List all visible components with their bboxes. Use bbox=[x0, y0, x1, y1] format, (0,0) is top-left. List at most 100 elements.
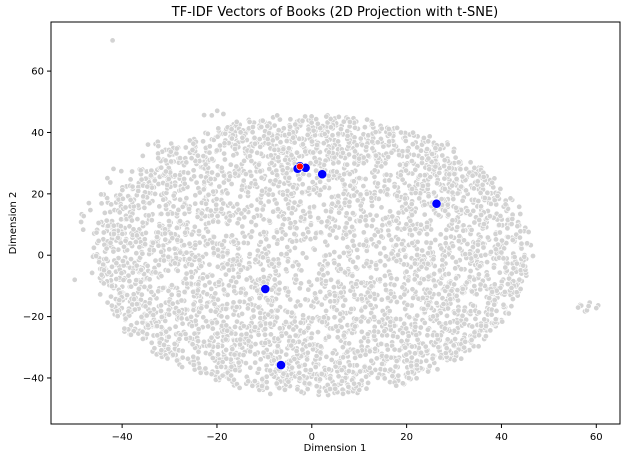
background-point bbox=[98, 200, 105, 207]
background-point bbox=[223, 322, 230, 329]
background-point bbox=[367, 302, 374, 309]
background-point bbox=[119, 187, 126, 194]
background-point bbox=[316, 376, 323, 383]
background-point bbox=[281, 216, 288, 223]
x-axis-label: Dimension 1 bbox=[304, 443, 367, 454]
background-point bbox=[245, 337, 252, 344]
background-point bbox=[212, 308, 219, 315]
background-point bbox=[138, 291, 145, 298]
background-point bbox=[224, 190, 231, 197]
background-point bbox=[268, 260, 275, 267]
background-point bbox=[239, 310, 246, 317]
background-point bbox=[385, 154, 392, 161]
background-point bbox=[432, 145, 439, 152]
background-point bbox=[405, 333, 412, 340]
background-point bbox=[198, 263, 205, 270]
background-point bbox=[429, 355, 436, 362]
background-point bbox=[497, 213, 504, 220]
background-point bbox=[360, 160, 367, 167]
background-point bbox=[274, 112, 281, 119]
background-point bbox=[255, 331, 262, 338]
background-point bbox=[314, 276, 321, 283]
background-point bbox=[455, 159, 462, 166]
background-point bbox=[131, 296, 138, 303]
background-point bbox=[251, 214, 258, 221]
background-point bbox=[171, 260, 178, 267]
background-point bbox=[381, 375, 388, 382]
background-point bbox=[471, 219, 478, 226]
background-point bbox=[456, 245, 463, 252]
background-point bbox=[496, 229, 503, 236]
background-point bbox=[210, 188, 217, 195]
background-point bbox=[218, 363, 225, 370]
background-point bbox=[472, 315, 479, 322]
background-point bbox=[501, 245, 508, 252]
background-point bbox=[496, 269, 503, 276]
background-point bbox=[306, 185, 313, 192]
background-point bbox=[204, 130, 211, 137]
background-point bbox=[299, 141, 306, 148]
background-point bbox=[491, 301, 498, 308]
background-point bbox=[258, 124, 265, 131]
background-point bbox=[203, 318, 210, 325]
background-point bbox=[217, 142, 224, 149]
background-point bbox=[386, 219, 393, 226]
background-point bbox=[430, 256, 437, 263]
background-point bbox=[118, 270, 125, 277]
background-point bbox=[329, 350, 336, 357]
background-point bbox=[119, 230, 126, 237]
x-tick-label: 40 bbox=[495, 432, 508, 443]
background-point bbox=[396, 152, 403, 159]
background-point bbox=[122, 204, 129, 211]
background-point bbox=[308, 334, 315, 341]
background-point bbox=[198, 305, 205, 312]
background-point bbox=[173, 224, 180, 231]
background-point bbox=[129, 183, 136, 190]
background-point bbox=[141, 204, 148, 211]
background-point bbox=[496, 222, 503, 229]
background-point bbox=[283, 250, 290, 257]
background-point bbox=[382, 160, 389, 167]
background-point bbox=[183, 249, 190, 256]
background-point bbox=[335, 130, 342, 137]
background-point bbox=[321, 184, 328, 191]
background-point bbox=[471, 164, 478, 171]
background-point bbox=[108, 293, 115, 300]
background-point bbox=[358, 328, 365, 335]
background-point bbox=[502, 201, 509, 208]
background-point bbox=[447, 319, 454, 326]
background-point bbox=[332, 385, 339, 392]
background-point bbox=[260, 274, 267, 281]
background-point bbox=[158, 273, 165, 280]
background-point bbox=[116, 209, 123, 216]
background-point bbox=[289, 204, 296, 211]
background-point bbox=[384, 294, 391, 301]
background-point bbox=[461, 320, 468, 327]
background-point bbox=[383, 353, 390, 360]
background-point bbox=[104, 299, 111, 306]
background-point bbox=[327, 276, 334, 283]
x-tick-label: −40 bbox=[112, 432, 133, 443]
background-point bbox=[190, 140, 197, 147]
background-point bbox=[475, 309, 482, 316]
background-point bbox=[351, 291, 358, 298]
background-point bbox=[228, 135, 235, 142]
background-point bbox=[313, 295, 320, 302]
background-point bbox=[344, 161, 351, 168]
background-point bbox=[399, 284, 406, 291]
background-point bbox=[409, 286, 416, 293]
background-point bbox=[453, 292, 460, 299]
background-point bbox=[258, 383, 265, 390]
background-point bbox=[160, 196, 167, 203]
background-point bbox=[185, 169, 192, 176]
background-point bbox=[475, 198, 482, 205]
background-point bbox=[492, 246, 499, 253]
background-point bbox=[262, 325, 269, 332]
background-point bbox=[340, 118, 347, 125]
background-point bbox=[520, 262, 527, 269]
background-point bbox=[487, 249, 494, 256]
background-point bbox=[342, 269, 349, 276]
background-point bbox=[371, 232, 378, 239]
background-point bbox=[274, 342, 281, 349]
background-point bbox=[205, 323, 212, 330]
